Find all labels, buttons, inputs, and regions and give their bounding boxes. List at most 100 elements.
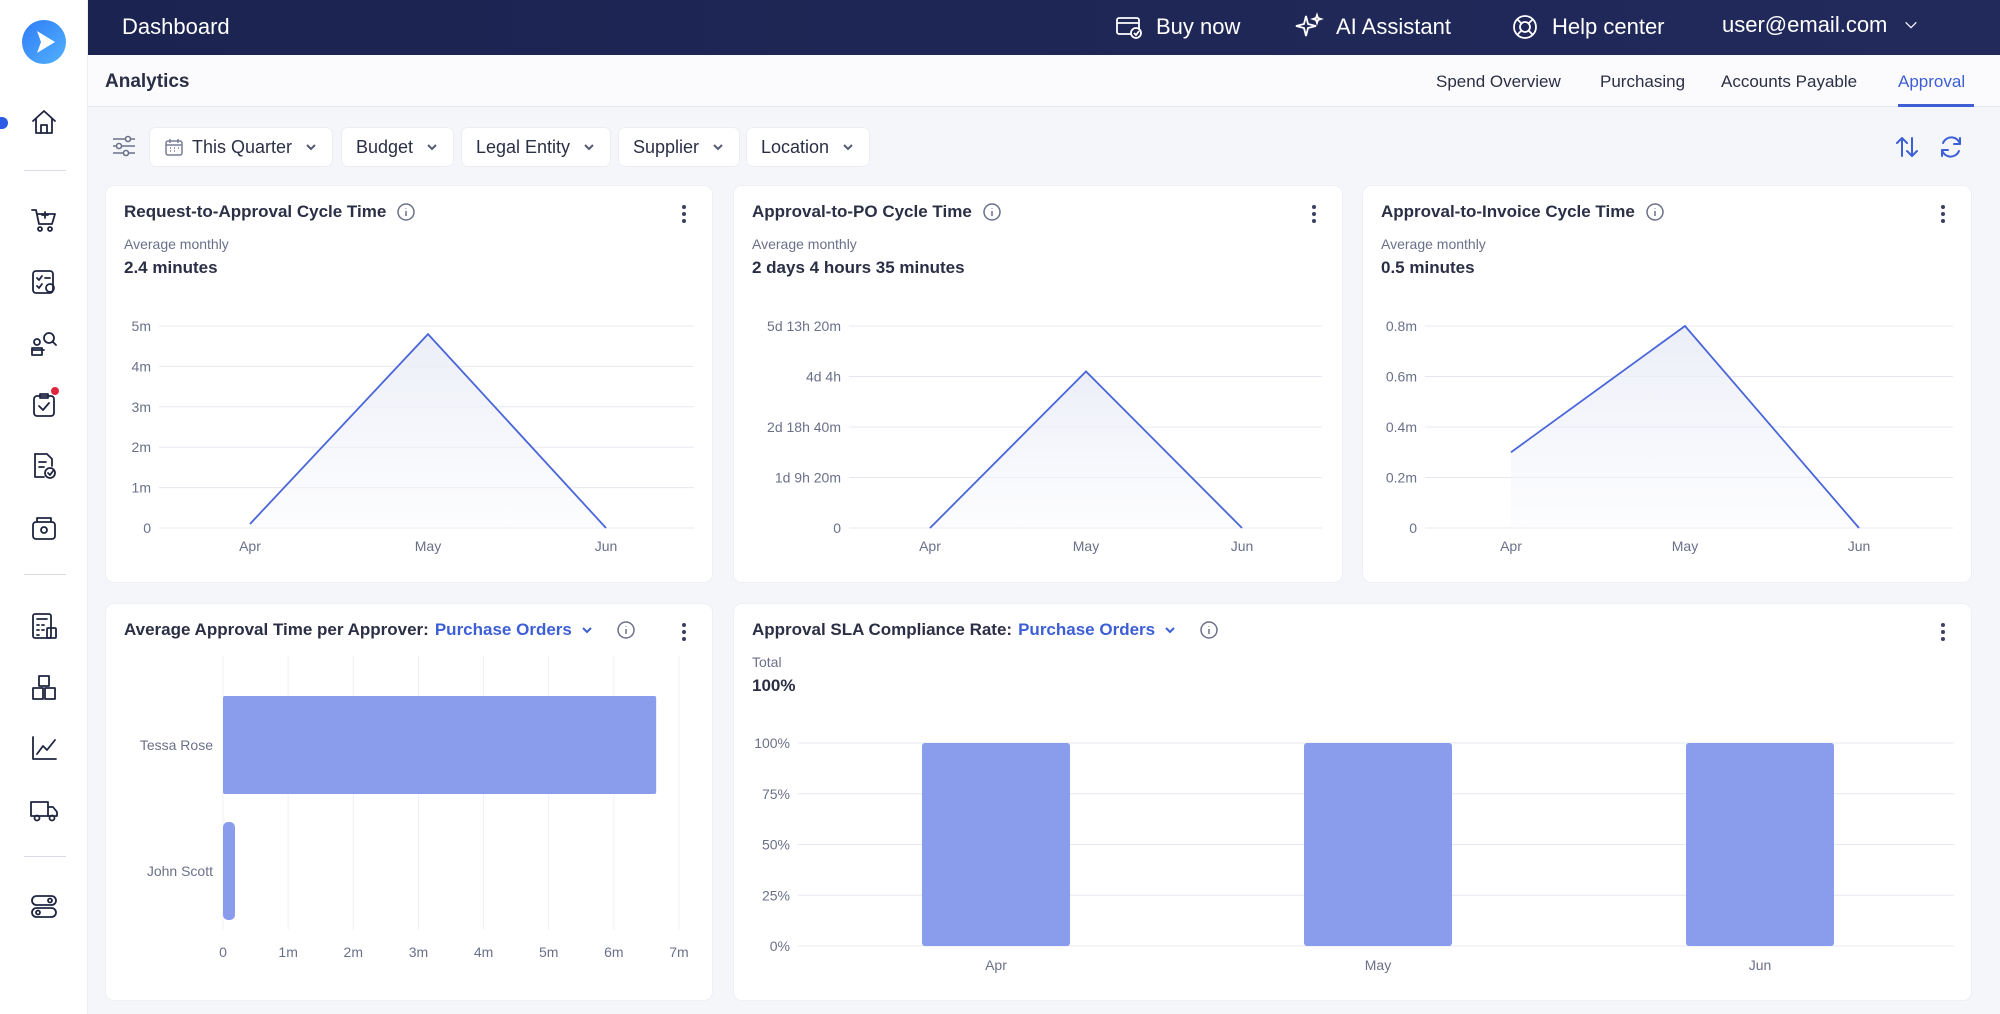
more-options-icon[interactable] [1304, 202, 1324, 226]
y-tick-label: 2d 18h 40m [767, 419, 841, 435]
info-icon[interactable] [1199, 620, 1219, 640]
boxes-icon[interactable] [24, 668, 64, 708]
y-tick-label: 5m [132, 318, 151, 334]
more-options-icon[interactable] [674, 202, 694, 226]
x-tick-label: 6m [604, 944, 623, 960]
sidebar-divider [24, 856, 66, 857]
card-request-to-approval: Request-to-Approval Cycle Time Average m… [106, 186, 712, 582]
y-tick-label: 0.2m [1386, 470, 1417, 486]
people-search-icon[interactable] [24, 324, 64, 364]
filter-date-range[interactable]: This Quarter [150, 128, 333, 166]
card-subtitle: Total [752, 654, 782, 670]
filter-label: Supplier [633, 136, 700, 157]
user-menu[interactable]: user@email.com [1722, 12, 1921, 38]
info-icon[interactable] [982, 202, 1002, 222]
document-type-dropdown[interactable]: Purchase Orders [435, 620, 594, 640]
x-tick-label: Jun [595, 538, 618, 554]
x-tick-label: Jun [1848, 538, 1871, 554]
sidebar [0, 0, 88, 1014]
y-tick-label: 75% [762, 786, 790, 802]
filter-settings-icon[interactable] [110, 132, 138, 160]
ai-assistant-button[interactable]: AI Assistant [1294, 12, 1451, 42]
chevron-down-icon [713, 144, 723, 151]
toggle-icon[interactable] [24, 886, 64, 926]
x-tick-label: Apr [919, 538, 941, 554]
card-title-text: Request-to-Approval Cycle Time [124, 202, 387, 221]
x-tick-label: May [1073, 538, 1099, 554]
card-value: 2 days 4 hours 35 minutes [752, 258, 965, 277]
bar [223, 822, 235, 920]
sidebar-divider [24, 574, 66, 575]
filter-legal-entity[interactable]: Legal Entity [462, 128, 611, 166]
buy-now-label: Buy now [1156, 14, 1241, 39]
notification-dot [50, 386, 60, 396]
clipboard-check-icon[interactable] [24, 384, 64, 424]
card-title-text: Average Approval Time per Approver: [124, 620, 429, 639]
card-sla-compliance: Approval SLA Compliance Rate: Purchase O… [734, 604, 1971, 1000]
calculator-icon[interactable] [24, 606, 64, 646]
horizontal-bar-chart: 0 1m 2m 3m 4m 5m 6m 7m Tessa Rose John Scott [140, 656, 689, 960]
x-tick-label: May [1365, 957, 1391, 973]
info-icon[interactable] [1645, 202, 1665, 222]
chevron-down-icon [584, 144, 594, 151]
card-subtitle: Average monthly [752, 236, 857, 252]
y-tick-label: 1m [132, 480, 151, 496]
card-approval-to-invoice: Approval-to-Invoice Cycle Time Average m… [1363, 186, 1971, 582]
chevron-down-icon [843, 144, 853, 151]
help-center-button[interactable]: Help center [1510, 12, 1665, 42]
y-tick-label: 1d 9h 20m [775, 470, 841, 486]
section-title: Analytics [105, 71, 190, 92]
document-type-dropdown[interactable]: Purchase Orders [1018, 620, 1177, 640]
line-chart: 0 1d 9h 20m 2d 18h 40m 4d 4h 5d 13h 20m Apr Ma… [767, 318, 1322, 554]
more-options-icon[interactable] [1933, 620, 1953, 644]
filter-label: This Quarter [192, 136, 293, 157]
line-chart: 0 0.2m 0.4m 0.6m 0.8m Apr May Jun [1386, 318, 1953, 554]
x-tick-label: 3m [409, 944, 428, 960]
more-options-icon[interactable] [674, 620, 694, 644]
y-tick-label: 0.8m [1386, 318, 1417, 334]
app-logo[interactable] [22, 20, 66, 64]
x-tick-label: Jun [1749, 957, 1772, 973]
sort-icon[interactable] [1892, 132, 1922, 162]
filter-label: Budget [356, 136, 414, 157]
calendar-icon [165, 139, 183, 156]
invoice-check-icon[interactable] [24, 446, 64, 486]
chevron-down-icon [427, 144, 437, 151]
active-indicator [0, 117, 8, 129]
bar [1304, 743, 1452, 946]
topbar: Dashboard Buy now AI Assistant Help cent… [88, 0, 2000, 55]
x-tick-label: Apr [239, 538, 261, 554]
info-icon[interactable] [396, 202, 416, 222]
filter-budget[interactable]: Budget [342, 128, 454, 166]
y-tick-label: 3m [132, 399, 151, 415]
y-tick-label: 100% [754, 735, 790, 751]
card-value: 0.5 minutes [1381, 258, 1475, 277]
chart-line-icon[interactable] [24, 728, 64, 768]
x-tick-label: Jun [1231, 538, 1254, 554]
more-options-icon[interactable] [1933, 202, 1953, 226]
tab-spend-overview[interactable]: Spend Overview [1436, 72, 1561, 91]
chevron-down-icon [1165, 627, 1175, 634]
card-title-text: Approval-to-PO Cycle Time [752, 202, 972, 221]
filter-label: Legal Entity [476, 136, 571, 157]
filter-supplier[interactable]: Supplier [619, 128, 740, 166]
info-icon[interactable] [616, 620, 636, 640]
card-title: Approval SLA Compliance Rate: Purchase O… [752, 620, 1219, 640]
filter-location[interactable]: Location [747, 128, 870, 166]
refresh-icon[interactable] [1936, 132, 1966, 162]
bar [223, 696, 657, 794]
cart-icon[interactable] [24, 200, 64, 240]
active-tab-underline [1898, 104, 1974, 107]
bar-chart: 0% 25% 50% 75% 100% Apr May Jun [754, 735, 1954, 973]
wallet-icon[interactable] [24, 508, 64, 548]
checklist-icon[interactable] [24, 262, 64, 302]
home-icon[interactable] [24, 102, 64, 142]
truck-icon[interactable] [24, 790, 64, 830]
card-value: 2.4 minutes [124, 258, 218, 277]
chevron-down-icon [582, 627, 592, 634]
tab-approval[interactable]: Approval [1898, 72, 1966, 91]
buy-now-button[interactable]: Buy now [1114, 12, 1240, 42]
tab-accounts-payable[interactable]: Accounts Payable [1721, 72, 1858, 91]
area-fill [1511, 326, 1859, 528]
tab-purchasing[interactable]: Purchasing [1600, 72, 1686, 91]
